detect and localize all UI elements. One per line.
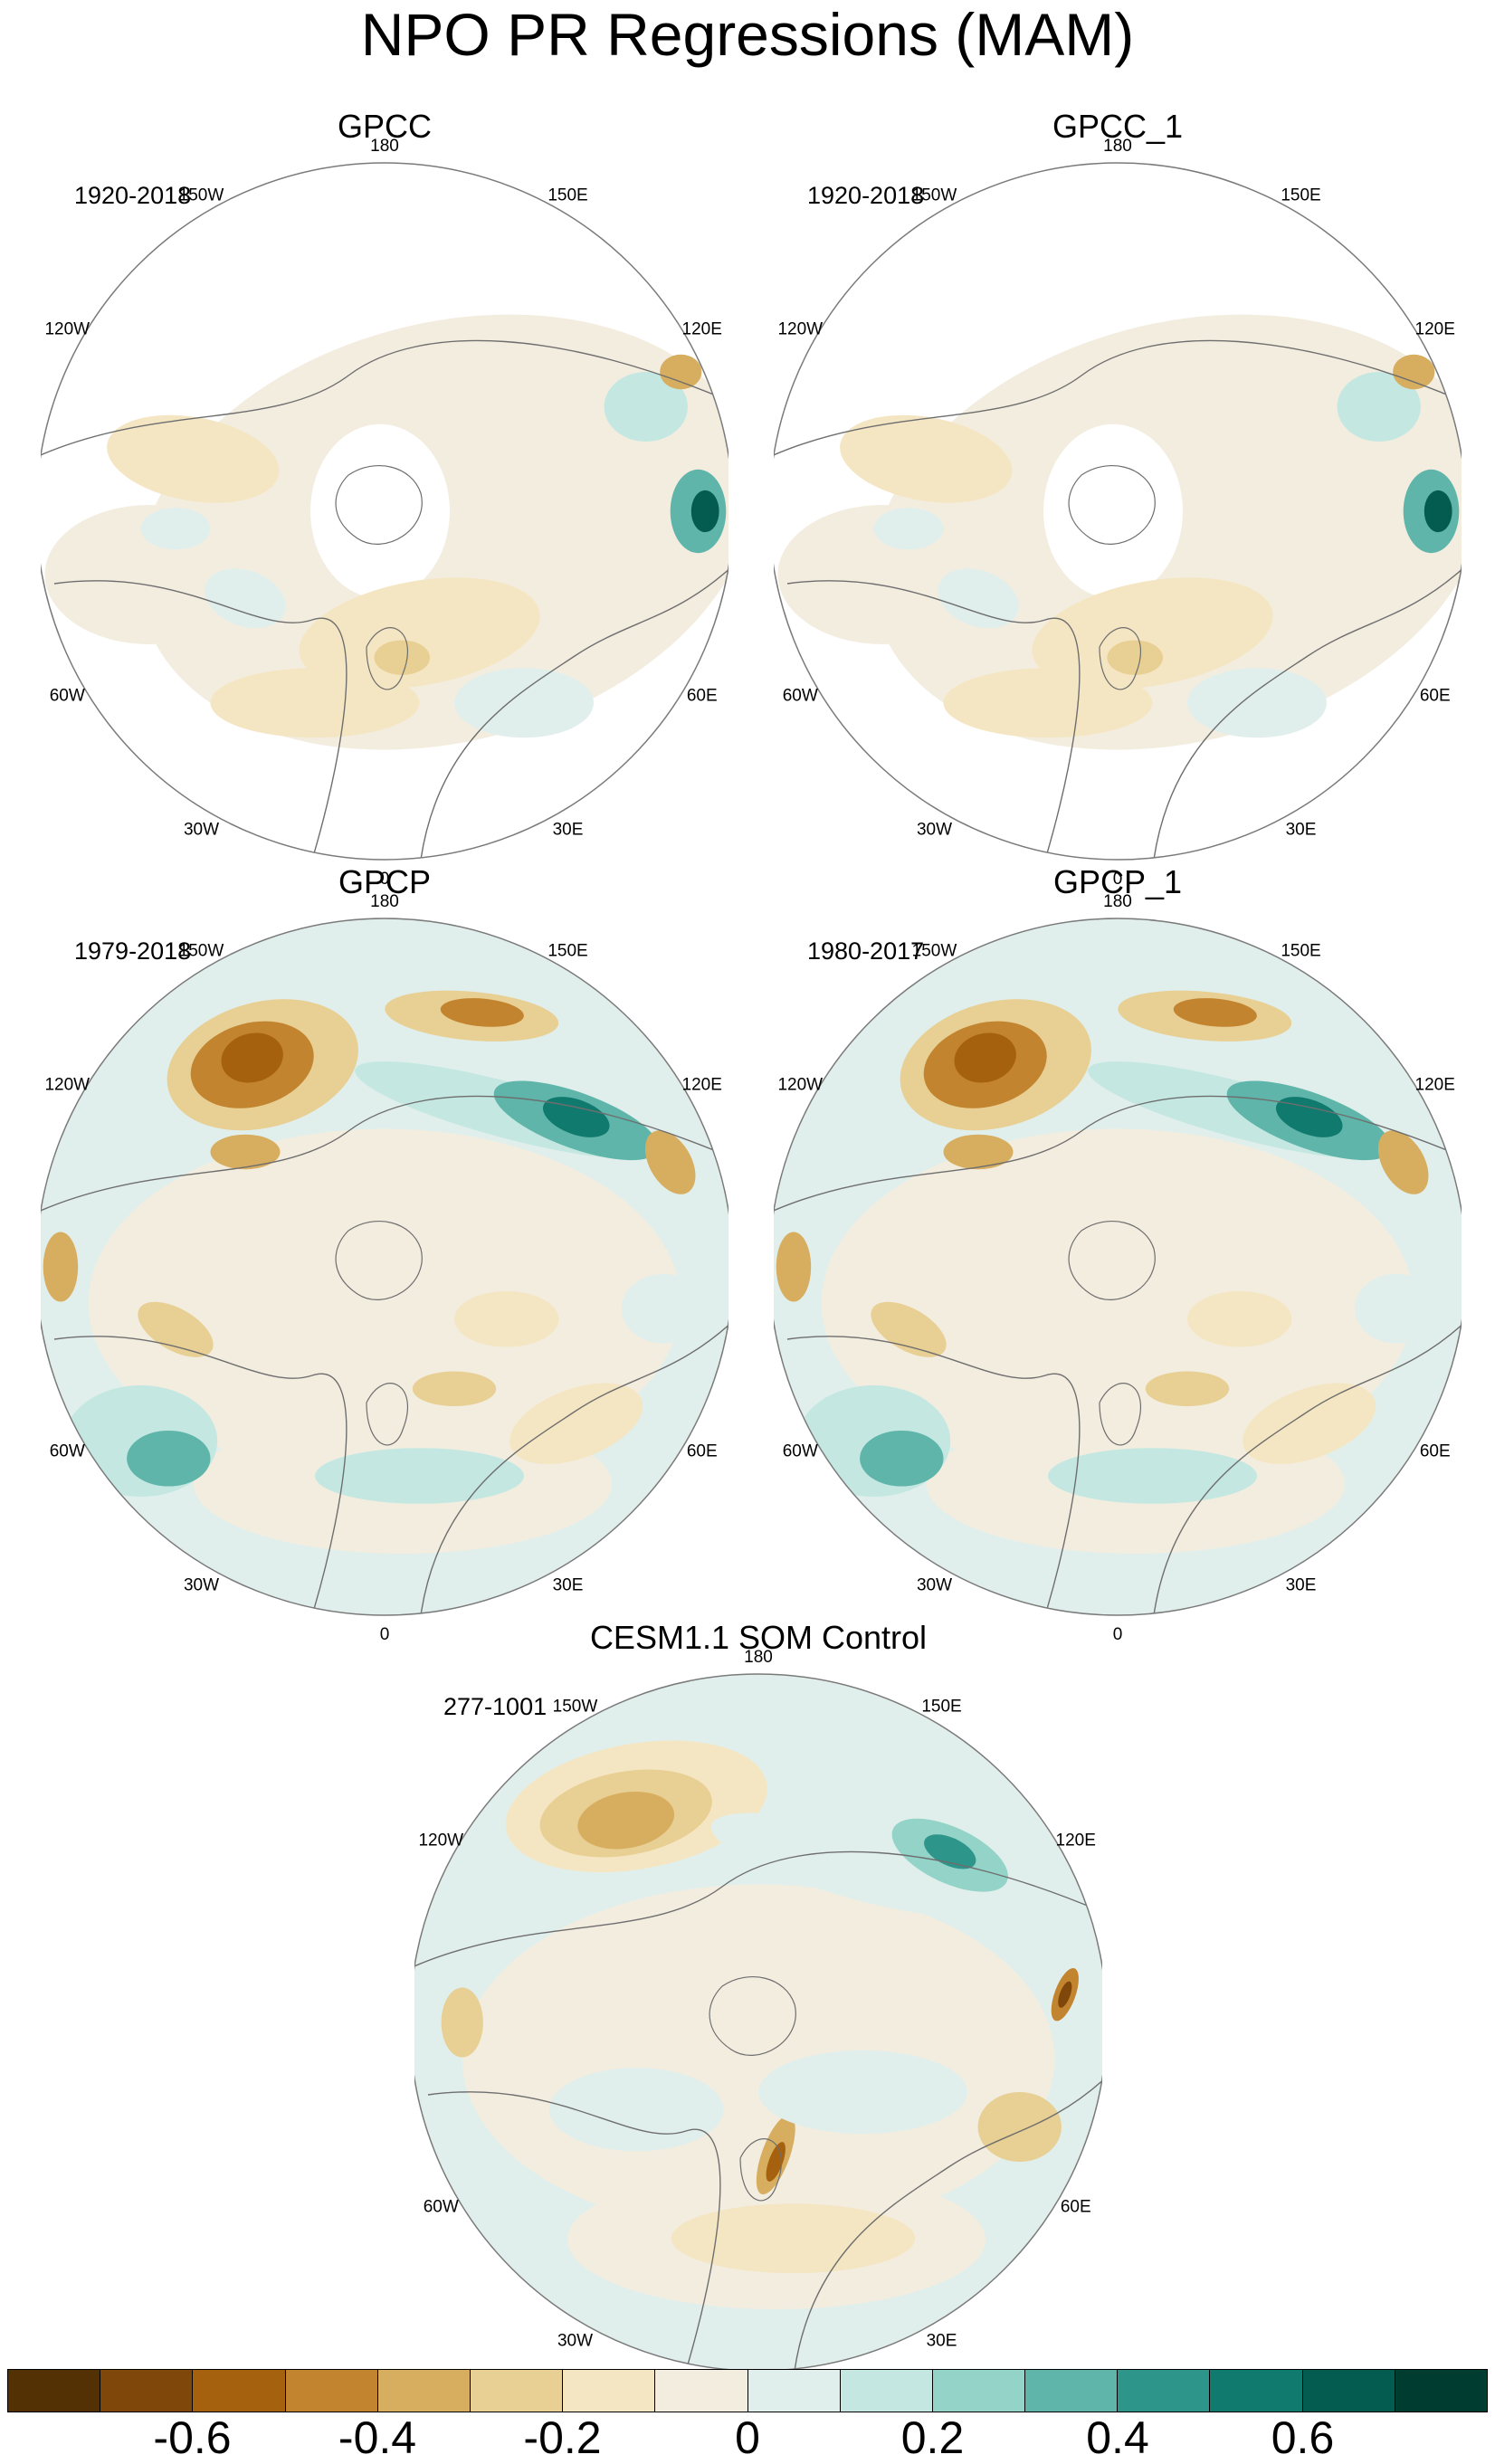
longitude-label: 30W [184, 821, 219, 840]
colorbar-tick-label: 0.2 [900, 2412, 965, 2463]
page-title: NPO PR Regressions (MAM) [360, 1, 1135, 68]
longitude-label: 120E [1415, 1076, 1455, 1095]
colorbar-tick-label: -0.6 [153, 2412, 232, 2463]
longitude-label: 120W [777, 1076, 823, 1095]
longitude-label: 120E [682, 1076, 722, 1095]
longitude-label: 60W [424, 2198, 459, 2217]
colorbar-swatch [748, 2370, 841, 2412]
colorbar-swatch [1210, 2370, 1303, 2412]
period-label: 1979-2018 [74, 937, 192, 965]
period-label: 1920-2018 [807, 182, 925, 209]
longitude-label: 0 [1113, 870, 1123, 889]
map-panel-gpcp: GPCP 1979-2018 180150E120E90E60E30E030W6… [41, 863, 728, 1644]
colorbar-swatch [193, 2370, 286, 2412]
colorbar-tick-label: 0.6 [1271, 2412, 1335, 2463]
longitude-label: 30W [917, 821, 952, 840]
longitude-label: 180 [1103, 137, 1132, 156]
longitude-label: 150E [921, 1697, 961, 1716]
longitude-label: 0 [380, 870, 390, 889]
longitude-label: 150E [548, 941, 587, 960]
longitude-label: 30W [557, 2332, 593, 2351]
colorbar-swatch [377, 2370, 471, 2412]
map-panel-gpcc: GPCC 1920-2018 180150E120E90E60E30E030W6… [41, 108, 728, 889]
longitude-label: 30E [553, 1576, 584, 1595]
colorbar-swatch [932, 2370, 1026, 2412]
longitude-label: 150W [179, 941, 224, 960]
colorbar-tick-label: -0.4 [338, 2412, 417, 2463]
colorbar-swatch [1118, 2370, 1211, 2412]
colorbar [7, 2369, 1488, 2412]
polar-map: 180150E120E90E60E30E030W60W90W120W150W [41, 137, 728, 889]
longitude-label: 150W [912, 186, 957, 205]
longitude-label: 30E [927, 2332, 957, 2351]
longitude-label: 30W [917, 1576, 952, 1595]
longitude-label: 150W [553, 1697, 598, 1716]
longitude-label: 30E [1286, 1576, 1317, 1595]
polar-map: 180150E120E90E60E30E030W60W90W120W150W [41, 892, 728, 1644]
longitude-label: 180 [370, 137, 399, 156]
period-label: 1920-2018 [74, 182, 192, 209]
polar-map: 180150E120E90E60E30E030W60W90W120W150W [414, 1648, 1102, 2400]
map-panel-gpcc1: GPCC_1 1920-2018 180150E120E90E60E30E030… [774, 108, 1462, 889]
colorbar-swatch [100, 2370, 194, 2412]
map-panel-cesm: CESM1.1 SOM Control 277-1001 180 150E 120E… [414, 1619, 1102, 2400]
longitude-label: 120W [777, 320, 823, 339]
panel-title: CESM1.1 SOM Control [589, 1619, 928, 1656]
longitude-label: 60E [687, 687, 718, 706]
colorbar-swatch [285, 2370, 378, 2412]
colorbar-swatch [1395, 2370, 1487, 2412]
period-label: 277-1001 [443, 1693, 548, 1720]
colorbar-swatch [655, 2370, 748, 2412]
longitude-label: 120E [1415, 320, 1455, 339]
longitude-label: 30E [553, 821, 584, 840]
longitude-label: 60E [687, 1442, 718, 1461]
longitude-label: 150W [179, 186, 224, 205]
longitude-label: 60E [1420, 687, 1451, 706]
longitude-label: 60W [783, 1442, 818, 1461]
panel-title: GPCP [338, 863, 432, 900]
longitude-label: 180 [1103, 892, 1132, 911]
colorbar-tick-label: 0.4 [1086, 2412, 1149, 2463]
polar-map: 180150E120E90E60E30E030W60W90W120W150W [774, 892, 1462, 1644]
longitude-label: 150W [912, 941, 957, 960]
colorbar-swatch [1025, 2370, 1119, 2412]
longitude-label: 120W [44, 1076, 90, 1095]
longitude-label: 150E [1281, 941, 1320, 960]
longitude-label: 60E [1061, 2198, 1091, 2217]
colorbar-tick-label: 0 [735, 2412, 760, 2463]
longitude-label: 120E [682, 320, 722, 339]
colorbar-swatch [563, 2370, 656, 2412]
longitude-label: 120E [1056, 1831, 1096, 1850]
longitude-label: 30E [1286, 821, 1317, 840]
longitude-label: 120W [44, 320, 90, 339]
longitude-label: 180 [370, 892, 399, 911]
panel-title: GPCC_1 [1052, 108, 1184, 145]
panel-title: GPCP_1 [1052, 863, 1183, 900]
longitude-label: 0 [380, 1625, 390, 1644]
longitude-label: 150E [1281, 186, 1320, 205]
longitude-label: 0 [1113, 1625, 1123, 1644]
colorbar-swatch [8, 2370, 101, 2412]
period-label: 1980-2017 [807, 937, 925, 965]
longitude-label: 150E [548, 186, 587, 205]
longitude-label: 60W [783, 687, 818, 706]
map-panel-gpcp1: GPCP_1 1980-2017 180150E120E90E60E30E030… [774, 863, 1462, 1644]
colorbar-swatch [840, 2370, 933, 2412]
longitude-label: 120W [418, 1831, 463, 1850]
longitude-label: 180 [744, 1648, 773, 1667]
longitude-label: 60W [50, 1442, 85, 1461]
polar-map: 180150E120E90E60E30E030W60W90W120W150W [774, 137, 1462, 889]
longitude-label: 60E [1420, 1442, 1451, 1461]
longitude-label: 30W [184, 1576, 219, 1595]
colorbar-tick-label: -0.2 [523, 2412, 602, 2463]
colorbar-swatch [470, 2370, 564, 2412]
colorbar-swatch [1302, 2370, 1395, 2412]
panel-title: GPCC [337, 108, 432, 145]
longitude-label: 60W [50, 687, 85, 706]
